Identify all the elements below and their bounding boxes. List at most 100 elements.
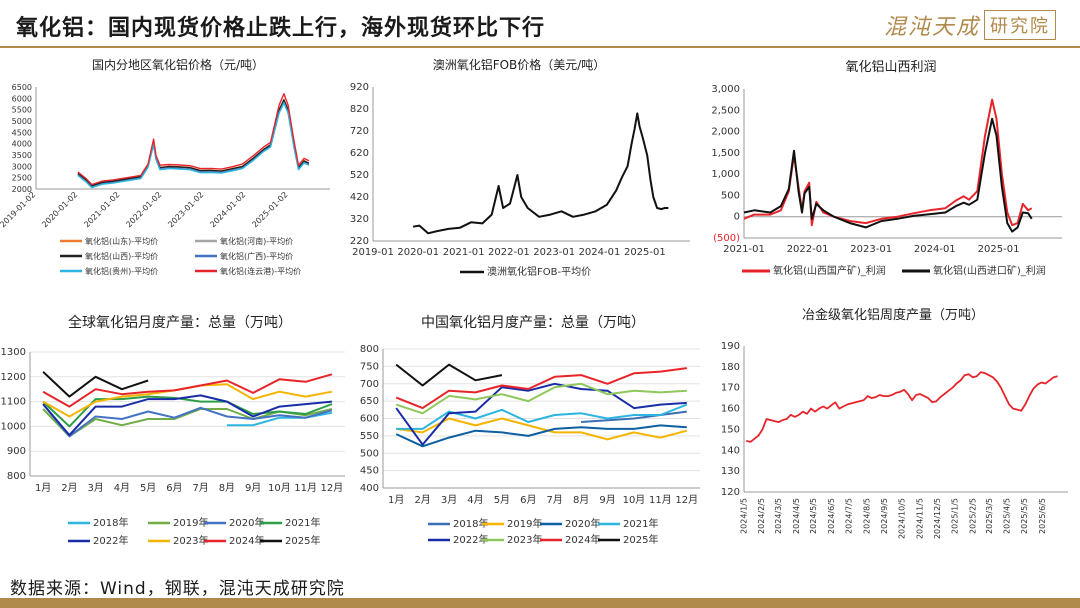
x-tick-label: 2021-01 bbox=[723, 244, 765, 255]
chart-title: 澳洲氧化铝FOB价格（美元/吨） bbox=[433, 57, 606, 72]
y-tick-label: 1,000 bbox=[711, 169, 740, 180]
series-line bbox=[746, 371, 1058, 443]
x-tick-label: 5月 bbox=[494, 494, 510, 506]
x-tick-label: 2025/6/5 bbox=[1038, 498, 1047, 534]
x-tick-label: 2024/3/5 bbox=[774, 498, 783, 534]
y-tick-label: 900 bbox=[7, 446, 26, 457]
chart-title: 国内分地区氧化铝价格（元/吨） bbox=[92, 57, 264, 72]
x-tick-label: 2023-01 bbox=[850, 244, 892, 255]
y-tick-label: 6000 bbox=[12, 94, 32, 103]
series-line bbox=[42, 395, 333, 428]
y-tick-label: 1200 bbox=[1, 372, 26, 383]
series-line bbox=[395, 424, 687, 448]
x-tick-label: 2024/8/5 bbox=[862, 498, 871, 534]
y-tick-label: 800 bbox=[7, 471, 26, 482]
legend-label: 2018年 bbox=[93, 516, 128, 529]
x-tick-label: 8月 bbox=[219, 482, 235, 494]
legend-label: 2018年 bbox=[453, 517, 488, 530]
y-tick-label: 1000 bbox=[1, 421, 26, 432]
series-line bbox=[77, 99, 310, 187]
x-tick-label: 2月 bbox=[414, 494, 430, 506]
series-line bbox=[396, 417, 688, 441]
y-tick-label: 3000 bbox=[12, 162, 32, 171]
series-line bbox=[77, 99, 310, 187]
y-tick-label: 450 bbox=[360, 466, 379, 477]
series-line bbox=[395, 382, 687, 446]
y-tick-label: 700 bbox=[360, 379, 379, 390]
legend-label: 氧化铝(河南)-平均价 bbox=[220, 236, 293, 246]
y-tick-label: 420 bbox=[350, 192, 369, 203]
y-tick-label: 2000 bbox=[12, 185, 32, 194]
y-tick-label: 170 bbox=[721, 383, 740, 394]
series-line bbox=[395, 363, 503, 387]
y-tick-label: 180 bbox=[721, 362, 740, 373]
legend-label: 2022年 bbox=[453, 533, 488, 546]
y-tick-label: 6500 bbox=[12, 83, 32, 92]
y-tick-label: 620 bbox=[350, 148, 369, 159]
legend-label: 氧化铝(山西)-平均价 bbox=[85, 251, 158, 261]
x-tick-label: 6月 bbox=[520, 494, 536, 506]
y-tick-label: 190 bbox=[721, 341, 740, 352]
company-logo: 混沌天成 研究院 bbox=[884, 8, 1056, 42]
x-tick-label: 2022-01 bbox=[488, 247, 530, 258]
y-tick-label: 0 bbox=[734, 212, 740, 223]
x-tick-label: 7月 bbox=[192, 482, 208, 494]
x-tick-label: 2024-01 bbox=[579, 247, 621, 258]
series-line bbox=[395, 367, 687, 410]
x-tick-label: 10月 bbox=[623, 494, 646, 506]
x-tick-label: 2024/1/5 bbox=[739, 498, 748, 534]
legend-label: 2020年 bbox=[229, 516, 264, 529]
y-tick-label: 520 bbox=[350, 170, 369, 181]
legend-label: 2025年 bbox=[623, 533, 658, 546]
x-tick-label: 2022-01 bbox=[787, 244, 829, 255]
y-tick-label: 2,500 bbox=[711, 105, 740, 116]
series-line bbox=[42, 373, 333, 408]
x-tick-label: 3月 bbox=[441, 494, 457, 506]
x-tick-label: 2023-01-02 bbox=[166, 190, 205, 229]
y-tick-label: 1100 bbox=[1, 397, 26, 408]
x-tick-label: 2019-01-02 bbox=[0, 190, 37, 229]
series-line bbox=[77, 101, 310, 188]
y-tick-label: 3500 bbox=[12, 151, 32, 160]
x-tick-label: 2025-01 bbox=[978, 244, 1020, 255]
legend-label: 澳洲氧化铝FOB-平均价 bbox=[487, 265, 591, 278]
series-line bbox=[581, 410, 687, 423]
y-tick-label: 130 bbox=[721, 466, 740, 477]
x-tick-label: 2024/9/5 bbox=[880, 498, 889, 534]
y-tick-label: 2,000 bbox=[711, 127, 740, 138]
x-tick-label: 1月 bbox=[388, 494, 404, 506]
y-tick-label: (500) bbox=[713, 233, 740, 244]
legend-label: 氧化铝(山东)-平均价 bbox=[85, 236, 158, 246]
regional-price-chart: 国内分地区氧化铝价格（元/吨） 2000 2500 3000 3500 4000 4500 5… bbox=[0, 57, 330, 276]
series-line bbox=[77, 93, 310, 186]
australia-fob-chart: 澳洲氧化铝FOB价格（美元/吨） 220 320 420 520 620 720 820 920… bbox=[350, 57, 690, 278]
y-tick-label: 4500 bbox=[12, 128, 32, 137]
x-tick-label: 6月 bbox=[166, 482, 182, 494]
x-tick-label: 2024/4/5 bbox=[792, 498, 801, 534]
x-tick-label: 2020-01-02 bbox=[40, 190, 79, 229]
y-tick-label: 500 bbox=[360, 448, 379, 459]
chart-title: 冶金级氧化铝周度产量（万吨） bbox=[802, 307, 984, 323]
legend-label: 2024年 bbox=[229, 534, 264, 547]
x-tick-label: 2025/3/5 bbox=[985, 498, 994, 534]
title-divider bbox=[0, 46, 1080, 48]
legend-label: 氧化铝(贵州)-平均价 bbox=[85, 266, 158, 276]
x-tick-label: 12月 bbox=[321, 482, 344, 494]
y-tick-label: 920 bbox=[350, 82, 369, 93]
legend-label: 2019年 bbox=[173, 516, 208, 529]
x-tick-label: 2021-01 bbox=[443, 247, 485, 258]
y-tick-label: 3,000 bbox=[711, 84, 740, 95]
series-line bbox=[77, 102, 310, 189]
x-tick-label: 2025/4/5 bbox=[1003, 498, 1012, 534]
logo-text: 混沌天成 bbox=[883, 15, 980, 40]
series-line bbox=[42, 403, 333, 438]
x-tick-label: 2025-01 bbox=[624, 247, 666, 258]
x-tick-label: 2020-01 bbox=[397, 247, 439, 258]
x-tick-label: 12月 bbox=[675, 494, 698, 506]
y-tick-label: 160 bbox=[721, 404, 740, 415]
chart-title: 氧化铝山西利润 bbox=[845, 60, 936, 75]
legend-label: 2021年 bbox=[285, 516, 320, 529]
x-tick-label: 9月 bbox=[599, 494, 615, 506]
x-tick-label: 2025/1/5 bbox=[951, 498, 960, 534]
x-tick-label: 1月 bbox=[35, 482, 51, 494]
